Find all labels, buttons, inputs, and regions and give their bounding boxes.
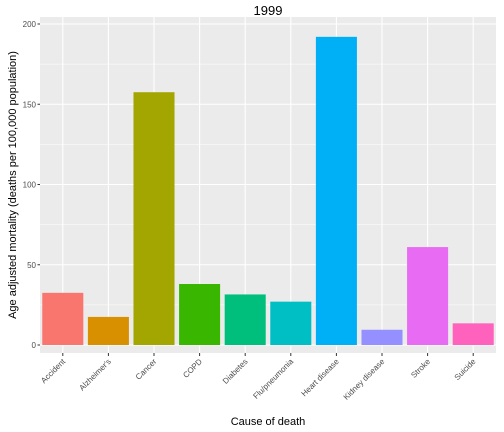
y-tick-label: 0 <box>32 341 37 350</box>
x-tick-label: Flu/pneumonia <box>251 357 295 401</box>
bar-heart-disease <box>315 36 357 346</box>
bars <box>42 36 494 346</box>
x-tick-label: Kidney disease <box>342 357 387 402</box>
x-tick-label: COPD <box>181 357 204 380</box>
y-tick-label: 150 <box>23 100 37 109</box>
y-tick-label: 200 <box>23 20 37 29</box>
bar-copd <box>179 284 221 345</box>
bar-stroke <box>407 247 449 345</box>
bar-accident <box>42 292 84 345</box>
bar-suicide <box>452 323 494 345</box>
y-axis: 0 50 100 150 200 <box>23 20 40 350</box>
x-tick-label: Diabetes <box>221 357 250 386</box>
x-tick-label: Suicide <box>453 357 478 382</box>
chart-title: 1999 <box>254 3 283 18</box>
bar-cancer <box>133 92 175 346</box>
x-axis: Accident Alzheimer's Cancer COPD Diabetes Flu… <box>39 353 478 402</box>
bar-alzheimer-s <box>87 316 129 345</box>
y-tick-label: 50 <box>27 261 36 270</box>
bar-diabetes <box>224 294 266 345</box>
x-axis-title: Cause of death <box>231 416 306 428</box>
x-tick-label: Alzheimer's <box>77 357 112 392</box>
bar-flu-pneumonia <box>270 301 312 345</box>
x-tick-label: Accident <box>39 357 68 386</box>
y-tick-label: 100 <box>23 181 37 190</box>
y-axis-title: Age adjusted mortality (deaths per 100,0… <box>7 51 19 319</box>
x-tick-label: Heart disease <box>300 357 342 399</box>
x-tick-label: Cancer <box>134 357 159 382</box>
bar-kidney-disease <box>361 329 403 345</box>
x-tick-label: Stroke <box>409 357 432 380</box>
